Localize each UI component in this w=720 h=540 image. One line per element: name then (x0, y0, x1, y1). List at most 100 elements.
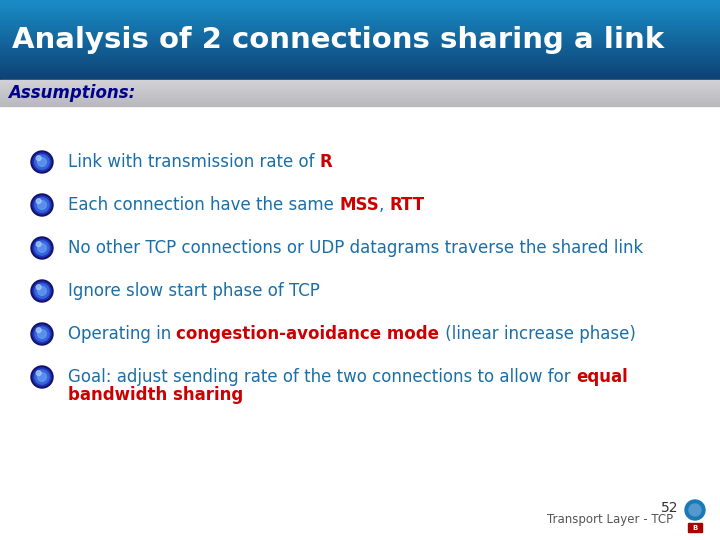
Circle shape (31, 280, 53, 302)
Bar (0, 57, 720, 59)
Text: (linear increase phase): (linear increase phase) (439, 325, 635, 343)
Bar (0, 10, 720, 11)
Bar (0, 8, 720, 9)
Bar (0, 14, 720, 15)
Text: R: R (320, 153, 333, 171)
Text: bandwidth sharing: bandwidth sharing (68, 386, 243, 404)
Bar (0, 100, 720, 102)
Bar (0, 15, 720, 16)
Bar (0, 68, 720, 69)
Circle shape (35, 284, 49, 298)
Bar (0, 30, 720, 32)
Bar (0, 44, 720, 46)
Bar (0, 97, 720, 98)
Text: congestion-avoidance mode: congestion-avoidance mode (176, 325, 439, 343)
Bar (0, 59, 720, 61)
Bar (0, 70, 720, 71)
Circle shape (37, 158, 46, 166)
Bar (0, 45, 720, 47)
Bar (0, 6, 720, 8)
Circle shape (31, 366, 53, 388)
Bar (0, 55, 720, 56)
Bar (0, 17, 720, 18)
Circle shape (33, 325, 51, 343)
Bar (0, 35, 720, 36)
Bar (0, 102, 720, 103)
Bar (0, 39, 720, 41)
Bar (0, 58, 720, 60)
Bar (0, 104, 720, 106)
Bar (0, 3, 720, 4)
Bar (0, 99, 720, 101)
Bar (0, 76, 720, 77)
Circle shape (36, 371, 41, 376)
Bar (0, 31, 720, 33)
Bar (0, 42, 720, 43)
Bar (0, 36, 720, 37)
Text: Each connection have the same: Each connection have the same (68, 196, 339, 214)
Bar (0, 52, 720, 54)
Text: 52: 52 (660, 501, 678, 515)
Bar (0, 82, 720, 84)
Bar (0, 72, 720, 74)
Bar (0, 24, 720, 25)
Text: Ignore slow start phase of TCP: Ignore slow start phase of TCP (68, 282, 320, 300)
Bar (0, 69, 720, 70)
Bar (0, 90, 720, 92)
Text: equal: equal (576, 368, 628, 386)
Circle shape (31, 151, 53, 173)
Circle shape (37, 200, 46, 210)
Circle shape (35, 155, 49, 169)
Bar (0, 37, 720, 38)
Bar (0, 78, 720, 79)
Bar (0, 11, 720, 13)
Text: ,: , (379, 196, 390, 214)
Bar (0, 40, 720, 42)
Circle shape (36, 285, 41, 289)
Bar (0, 56, 720, 57)
Bar (0, 26, 720, 28)
Bar (0, 75, 720, 76)
Bar (0, 64, 720, 66)
Bar (0, 50, 720, 51)
Circle shape (33, 282, 51, 300)
Bar (0, 24, 720, 26)
Bar (0, 46, 720, 48)
Bar (0, 9, 720, 10)
Bar (0, 43, 720, 44)
Bar (0, 23, 720, 24)
Bar (0, 94, 720, 96)
Circle shape (685, 500, 705, 520)
Bar (0, 106, 720, 540)
Bar (0, 38, 720, 40)
Bar (0, 18, 720, 20)
Bar (0, 10, 720, 12)
Bar (0, 71, 720, 72)
Bar (0, 29, 720, 30)
Bar (0, 83, 720, 85)
Bar (0, 3, 720, 5)
Bar (688, 523, 702, 532)
Bar (0, 1, 720, 2)
Bar (0, 33, 720, 35)
Bar (0, 16, 720, 17)
Text: Goal: adjust sending rate of the two connections to allow for: Goal: adjust sending rate of the two con… (68, 368, 576, 386)
Bar (0, 87, 720, 89)
Bar (0, 37, 720, 39)
Bar (0, 92, 720, 94)
Bar (0, 12, 720, 14)
Circle shape (31, 194, 53, 216)
Text: Transport Layer - TCP: Transport Layer - TCP (547, 514, 673, 526)
Bar (0, 21, 720, 22)
Bar (0, 57, 720, 58)
Circle shape (33, 368, 51, 386)
Text: Operating in: Operating in (68, 325, 176, 343)
Text: No other TCP connections or UDP datagrams traverse the shared link: No other TCP connections or UDP datagram… (68, 239, 643, 257)
Circle shape (31, 237, 53, 259)
Bar (0, 66, 720, 68)
Bar (0, 30, 720, 31)
Circle shape (35, 370, 49, 384)
Bar (0, 22, 720, 23)
Bar (0, 63, 720, 64)
Bar (0, 44, 720, 45)
